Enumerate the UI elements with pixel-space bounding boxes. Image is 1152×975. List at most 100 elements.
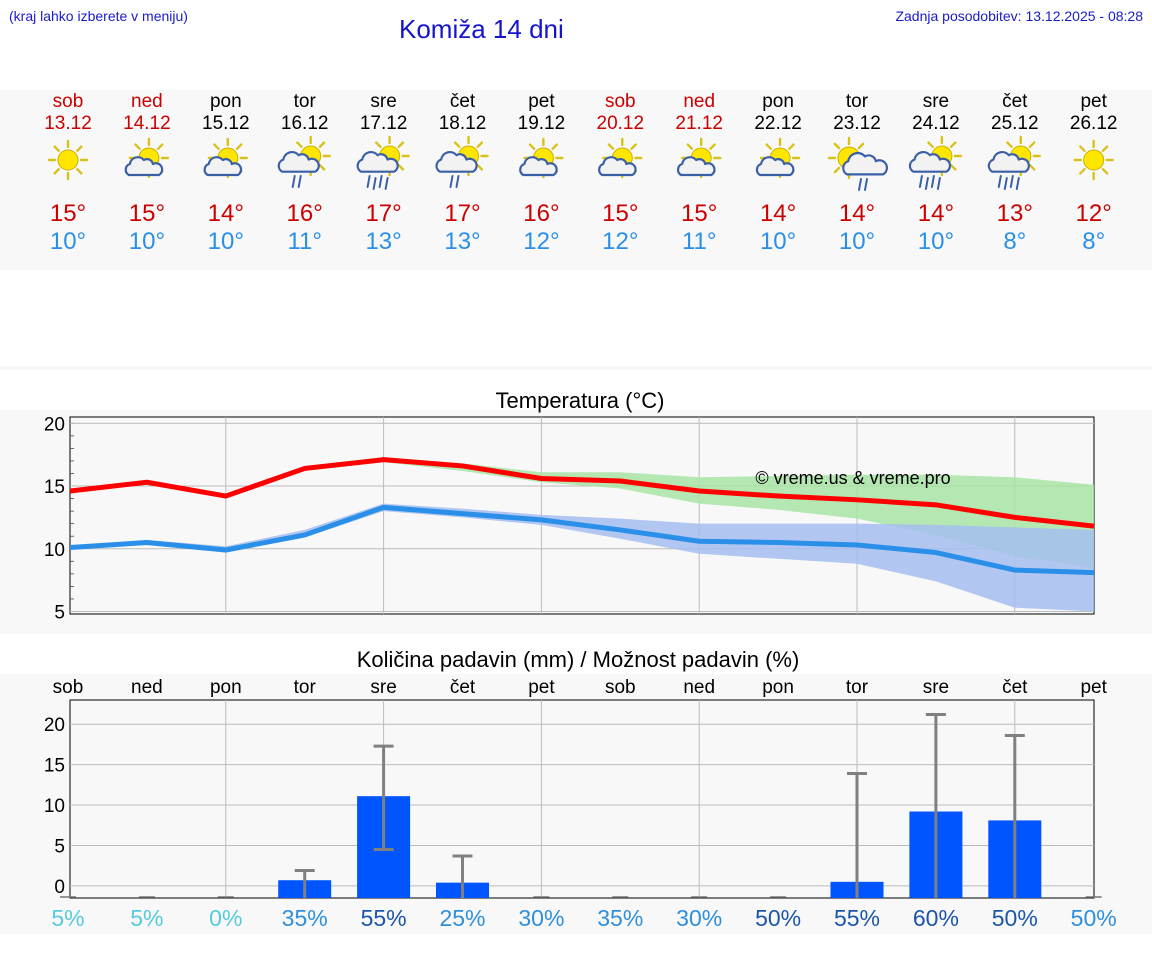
sun-icon (47, 139, 89, 181)
temperature-chart: Temperatura (°C) 5 10 15 20 © vreme.us & vrem… (44, 388, 1095, 620)
forecast-max-temp: 15° (50, 200, 86, 227)
forecast-date: 25.12 (991, 113, 1039, 134)
forecast-day-name: ned (683, 91, 715, 112)
y-tick-label: 20 (44, 414, 65, 435)
forecast-min-temp: 11° (287, 228, 322, 255)
forecast-date: 16.12 (281, 113, 329, 134)
temp-max-line (70, 457, 1094, 529)
forecast-max-temp: 12° (1076, 200, 1112, 227)
precip-chance-label: 35% (597, 905, 643, 931)
forecast-min-temp: 11° (682, 228, 717, 255)
forecast-max-temp: 17° (365, 200, 401, 227)
precip-chance-label: 0% (209, 905, 242, 931)
precip-day-label: pon (762, 677, 794, 698)
forecast-min-temp: 10° (129, 228, 165, 255)
forecast-min-temp: 13° (365, 228, 401, 255)
sun-cloud-heavy-rain-icon (908, 135, 963, 190)
location-hint: (kraj lahko izberete v meniju) (9, 8, 188, 24)
sun-icon (1073, 139, 1114, 181)
precip-day-label: pet (528, 677, 555, 698)
sun-cloud-rain-icon (435, 135, 489, 188)
forecast-date: 21.12 (675, 113, 723, 134)
forecast-max-temp: 14° (208, 200, 244, 227)
forecast-max-temp: 14° (760, 200, 796, 227)
forecast-date: 24.12 (912, 113, 960, 134)
precip-day-label: ned (131, 677, 163, 698)
forecast-max-temp: 15° (129, 200, 165, 227)
forecast-min-temp: 12° (602, 228, 638, 255)
precip-chance-label: 60% (913, 905, 959, 931)
forecast-min-temp: 10° (50, 228, 86, 255)
forecast-day-name: pon (762, 91, 794, 112)
precip-chance-label: 50% (992, 905, 1038, 931)
sun-cloud-heavy-rain-icon (987, 135, 1042, 190)
y-tick-label: 10 (44, 796, 65, 817)
forecast-max-temp: 15° (681, 200, 717, 227)
forecast-date: 26.12 (1070, 113, 1118, 134)
forecast-max-temp: 14° (918, 200, 954, 227)
precip-chance-label: 55% (361, 905, 407, 931)
temperature-chart-title: Temperatura (°C) (496, 388, 665, 413)
forecast-date: 14.12 (123, 113, 171, 134)
precip-day-label: sre (923, 677, 949, 698)
forecast-date: 18.12 (439, 113, 487, 134)
forecast-date: 22.12 (754, 113, 802, 134)
forecast-day-name: sob (53, 91, 84, 112)
sun-cloud-icon (519, 137, 564, 179)
precip-chance-label: 50% (755, 905, 801, 931)
forecast-day-name: pet (1080, 91, 1107, 112)
y-tick-label: 0 (54, 877, 65, 898)
forecast-day-name: tor (294, 91, 317, 112)
forecast-strip: sob13.1215°10°ned14.1215°10°pon15.1214°1… (44, 91, 1118, 255)
precip-chance-label: 5% (130, 905, 163, 931)
forecast-date: 20.12 (597, 113, 645, 134)
forecast-min-temp: 8° (1082, 228, 1105, 255)
precipitation-chart: Količina padavin (mm) / Možnost padavin … (44, 647, 1117, 931)
precip-day-label: sob (605, 677, 636, 698)
precip-day-label: pet (1080, 677, 1107, 698)
sun-cloud-heavy-rain-icon (356, 135, 410, 190)
last-updated: Zadnja posodobitev: 13.12.2025 - 08:28 (895, 8, 1143, 24)
temp-min-uncertainty-band (70, 503, 1094, 612)
y-tick-label: 5 (54, 836, 65, 857)
forecast-band (0, 90, 1152, 270)
forecast-max-temp: 13° (997, 200, 1033, 227)
forecast-min-temp: 10° (918, 228, 954, 255)
temp-max-uncertainty-band (70, 457, 1094, 568)
forecast-max-temp: 17° (444, 200, 480, 227)
sun-cloud-rain-icon (277, 135, 331, 188)
forecast-day-name: čet (450, 91, 476, 112)
y-tick-label: 5 (54, 602, 65, 620)
page-title: Komiža 14 dni (399, 14, 564, 44)
y-tick-label: 10 (44, 540, 65, 561)
y-tick-label: 15 (44, 477, 65, 498)
forecast-date: 13.12 (44, 113, 92, 134)
precipitation-chart-title: Količina padavin (mm) / Možnost padavin … (357, 647, 800, 672)
precip-day-label: čet (450, 677, 476, 698)
forecast-day-name: pon (210, 91, 242, 112)
precip-chance-label: 30% (518, 905, 564, 931)
forecast-min-temp: 13° (444, 228, 480, 255)
separator (0, 366, 1152, 370)
forecast-day-name: sre (370, 91, 396, 112)
forecast-day-name: sob (605, 91, 636, 112)
temp-min-line (70, 504, 1094, 576)
forecast-date: 19.12 (518, 113, 566, 134)
precip-day-label: ned (683, 677, 715, 698)
forecast-max-temp: 15° (602, 200, 638, 227)
sun-big-cloud-rain-icon (827, 136, 888, 191)
forecast-min-temp: 12° (523, 228, 559, 255)
temperature-series-group (70, 457, 1094, 612)
precip-day-label: sob (53, 677, 84, 698)
precip-chance-label: 25% (439, 905, 485, 931)
forecast-day-name: ned (131, 91, 163, 112)
forecast-day-name: pet (528, 91, 555, 112)
precip-chance-label: 50% (1071, 905, 1117, 931)
forecast-max-temp: 16° (287, 200, 323, 227)
chart-watermark: © vreme.us & vreme.pro (755, 468, 950, 488)
precip-chance-label: 35% (282, 905, 328, 931)
forecast-min-temp: 8° (1003, 228, 1026, 255)
y-tick-label: 20 (44, 715, 65, 736)
forecast-day-name: sre (923, 91, 949, 112)
precip-day-label: sre (370, 677, 396, 698)
